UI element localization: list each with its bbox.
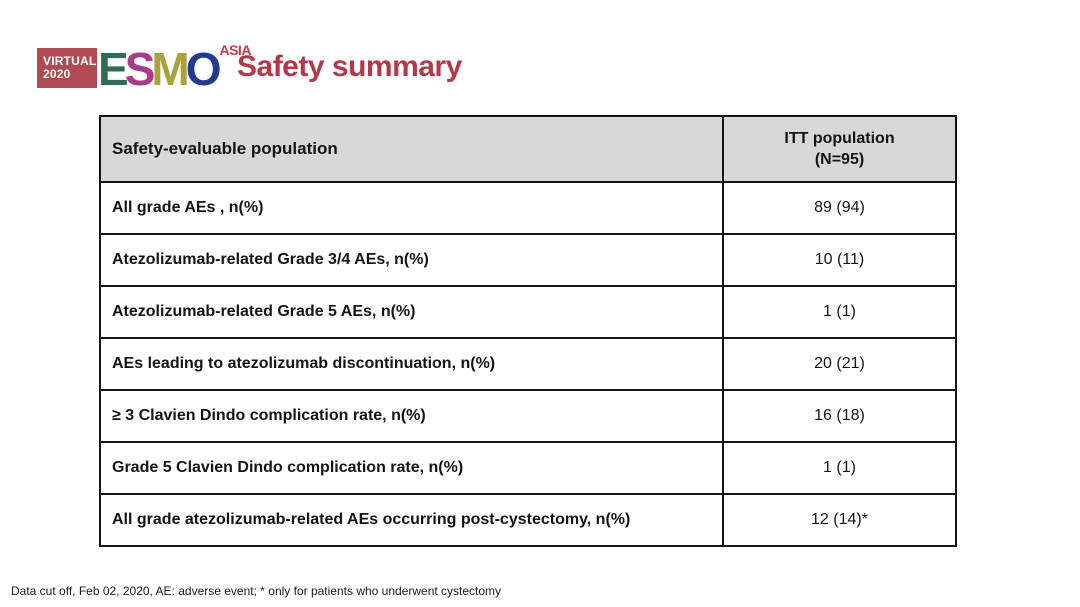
table-header-row: Safety-evaluable population ITT populati… [101,117,955,181]
row-label: All grade AEs , n(%) [101,183,724,233]
row-value: 1 (1) [823,459,856,476]
esmo-letter-m: M [151,43,189,95]
virtual-2020-badge: VIRTUAL 2020 [37,48,97,88]
row-label: Grade 5 Clavien Dindo complication rate,… [101,443,724,493]
row-value: 20 (21) [814,355,865,372]
year-label: 2020 [43,67,71,81]
esmo-letter-o: O [185,43,222,95]
table-row: Grade 5 Clavien Dindo complication rate,… [101,441,955,493]
esmo-asia-2020-logo: VIRTUAL 2020 E S M O ASIA [37,42,251,95]
asia-label: ASIA [219,42,251,58]
row-value: 12 (14)* [811,511,868,528]
header-population-column: Safety-evaluable population [101,117,724,181]
data-cutoff-footnote: Data cut off, Feb 02, 2020, AE: adverse … [11,584,502,598]
row-value: 10 (11) [814,251,865,268]
table-row: All grade atezolizumab-related AEs occur… [101,493,955,545]
header-itt-column: ITT population (N=95) [724,117,955,181]
row-label: ≥ 3 Clavien Dindo complication rate, n(%… [101,391,724,441]
table-row: Atezolizumab-related Grade 5 AEs, n(%) 1… [101,285,955,337]
table-row: AEs leading to atezolizumab discontinuat… [101,337,955,389]
row-label: AEs leading to atezolizumab discontinuat… [101,339,724,389]
row-value: 1 (1) [823,303,856,320]
esmo-letter-e: E [98,43,129,95]
esmo-letter-s: S [124,43,156,95]
safety-summary-table: Safety-evaluable population ITT populati… [99,115,957,547]
table-row: All grade AEs , n(%) 89 (94) [101,181,955,233]
row-label: Atezolizumab-related Grade 3/4 AEs, n(%) [101,235,724,285]
table-row: ≥ 3 Clavien Dindo complication rate, n(%… [101,389,955,441]
header-itt-line2: (N=95) [814,151,865,168]
row-value: 16 (18) [814,407,865,424]
table-row: Atezolizumab-related Grade 3/4 AEs, n(%)… [101,233,955,285]
row-label: Atezolizumab-related Grade 5 AEs, n(%) [101,287,724,337]
page-title: Safety summary [237,50,462,83]
esmo-wordmark: E S M O [98,43,222,95]
row-value: 89 (94) [814,199,865,216]
header-itt-line1: ITT population [784,130,895,147]
virtual-label: VIRTUAL [43,54,97,68]
row-label: All grade atezolizumab-related AEs occur… [101,495,724,545]
